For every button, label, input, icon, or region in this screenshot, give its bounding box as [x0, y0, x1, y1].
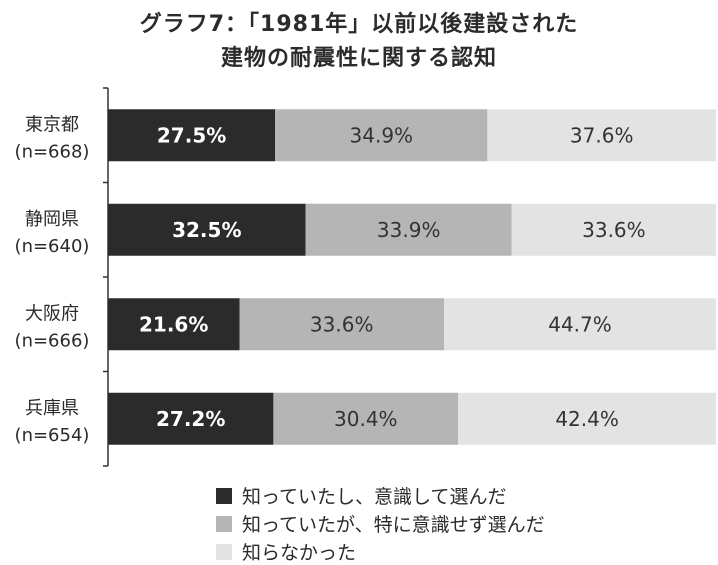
data-label-4-3: 42.4%: [555, 407, 619, 431]
bar-segment-1-3: [487, 109, 716, 162]
bar-segment-1-1: [108, 109, 276, 162]
category-label-1: 東京都: [25, 114, 79, 135]
category-count-3: (n=666): [15, 330, 90, 351]
bar-segment-2-3: [511, 203, 716, 256]
data-label-4-1: 27.2%: [156, 407, 225, 431]
legend-swatch-series1: [216, 487, 232, 504]
bar-segment-4-1: [108, 392, 274, 445]
data-label-3-2: 33.6%: [310, 312, 374, 336]
data-label-2-3: 33.6%: [582, 218, 646, 242]
category-count-4: (n=654): [15, 425, 90, 446]
bar-segment-3-2: [239, 298, 444, 351]
data-label-2-2: 33.9%: [377, 218, 441, 242]
chart-title-line2: 建物の耐震性に関する認知: [220, 46, 497, 71]
category-label-4: 兵庫県: [25, 398, 79, 419]
legend-swatch-series3: [216, 543, 232, 560]
stacked-bar-chart: 27.5% 34.9% 37.6% 東京都 (n=668) 32.5% 33.9% 33.6%…: [15, 87, 716, 467]
data-label-1-3: 37.6%: [570, 123, 634, 147]
data-label-1-1: 27.5%: [157, 123, 226, 147]
legend-label-series3: 知らなかった: [242, 542, 357, 564]
bar-segment-2-2: [305, 203, 512, 256]
legend-item-series1: 知っていたし、意識して選んだ: [216, 482, 506, 509]
legend-item-series3: 知らなかった: [216, 538, 356, 565]
bar-segment-3-1: [108, 298, 240, 351]
chart-title-line1: グラフ7：「1981年」以前以後建設された: [139, 12, 579, 37]
data-label-3-1: 21.6%: [139, 312, 208, 336]
category-label-2: 静岡県: [25, 209, 79, 230]
bar-segment-4-2: [273, 392, 459, 445]
legend-label-series2: 知っていたが、特に意識せず選んだ: [242, 514, 545, 536]
category-count-1: (n=668): [15, 141, 90, 162]
legend-swatch-series2: [216, 515, 232, 532]
bar-segment-3-3: [444, 298, 716, 351]
bar-segment-4-3: [458, 392, 716, 445]
data-label-3-3: 44.7%: [548, 312, 612, 336]
data-label-1-2: 34.9%: [350, 123, 414, 147]
data-label-4-2: 30.4%: [334, 407, 398, 431]
bar-segment-1-2: [275, 109, 488, 162]
category-label-3: 大阪府: [25, 303, 79, 324]
data-label-2-1: 32.5%: [172, 218, 241, 242]
category-count-2: (n=640): [15, 236, 90, 257]
bar-segment-2-1: [108, 203, 306, 256]
legend-item-series2: 知っていたが、特に意識せず選んだ: [216, 510, 545, 537]
legend-label-series1: 知っていたし、意識して選んだ: [242, 486, 507, 508]
